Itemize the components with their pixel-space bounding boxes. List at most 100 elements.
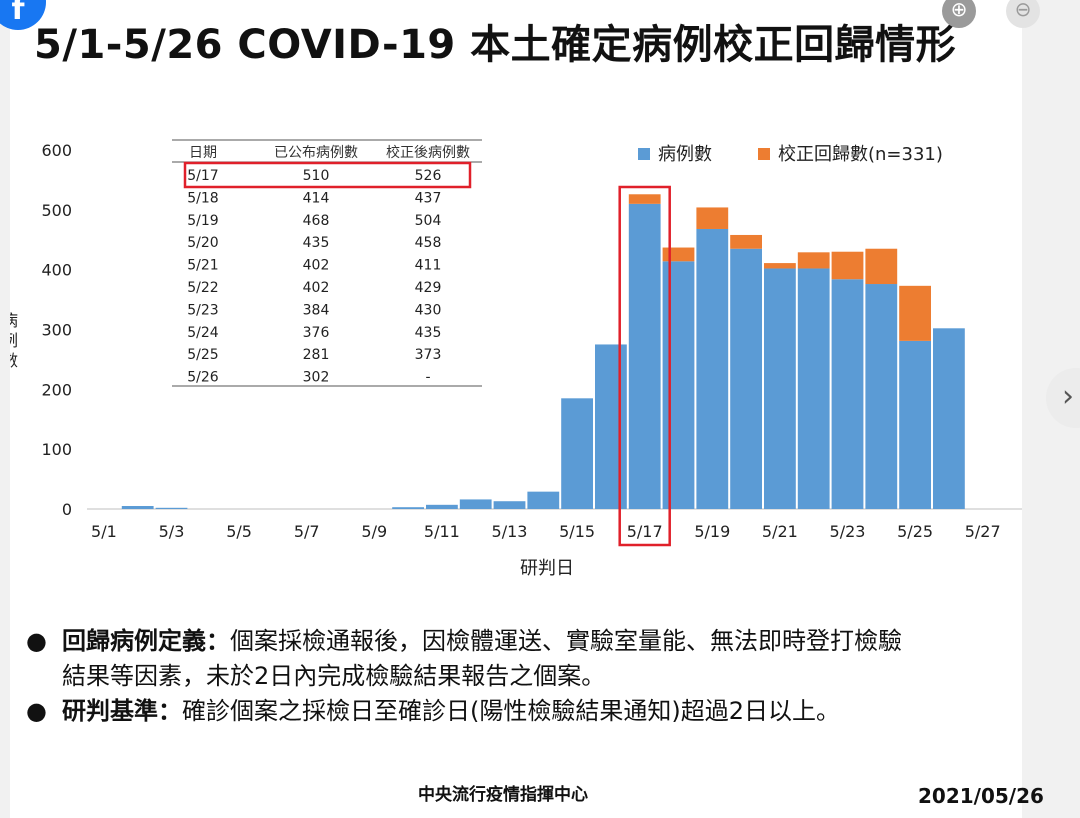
bar-backfill xyxy=(730,234,762,249)
table-cell: 281 xyxy=(303,347,330,363)
x-tick-label: 5/11 xyxy=(424,522,460,541)
page-title: 5/1-5/26 COVID-19 本土確定病例校正回歸情形 xyxy=(34,22,957,68)
y-tick-label: 100 xyxy=(41,440,72,459)
table-cell: 526 xyxy=(415,168,442,184)
bar-cases xyxy=(933,328,965,509)
table-cell: 5/22 xyxy=(187,280,218,296)
x-tick-label: 5/19 xyxy=(694,522,730,541)
table-cell: 5/17 xyxy=(187,168,218,184)
table-cell: 5/19 xyxy=(187,213,218,229)
bar-cases xyxy=(797,268,830,509)
legend-swatch xyxy=(758,148,770,160)
x-axis-label: 研判日 xyxy=(520,558,574,579)
x-tick-label: 5/9 xyxy=(361,522,387,541)
x-tick-label: 5/5 xyxy=(226,522,252,541)
table-cell: 5/18 xyxy=(187,190,218,206)
footer-date: 2021/05/26 xyxy=(918,784,1044,808)
bar-cases xyxy=(493,501,526,509)
bar-backfill xyxy=(797,252,830,269)
chevron-right-icon[interactable]: › xyxy=(1046,368,1080,428)
bar-cases xyxy=(426,504,458,509)
chart: 0 100 200 300 400 500 600 病例數 5/1 5/3 5/5 5/7 5/9 5/1… xyxy=(10,139,1022,579)
y-tick-label: 300 xyxy=(41,321,72,340)
y-tick-label: 500 xyxy=(41,201,72,220)
table-cell: 504 xyxy=(415,213,442,229)
y-tick-label: 0 xyxy=(62,500,72,519)
table-cell: 429 xyxy=(415,280,442,296)
bar-backfill xyxy=(899,285,931,341)
x-tick-label: 5/21 xyxy=(762,522,798,541)
bar-cases xyxy=(662,261,695,509)
bar-cases xyxy=(392,507,424,509)
bar-cases xyxy=(865,284,898,509)
bullet-text: 結果等因素，未於2日內完成檢驗結果報告之個案。 xyxy=(62,662,606,690)
table-cell: 435 xyxy=(415,325,442,341)
bullet-dot-icon: ● xyxy=(26,627,47,655)
table-highlight-box xyxy=(183,161,472,189)
x-tick-label: 5/13 xyxy=(492,522,528,541)
y-tick-label: 600 xyxy=(41,141,72,160)
bullet-item-criteria: ● 研判基準：確診個案之採檢日至確診日(陽性檢驗結果通知)超過2日以上。 xyxy=(22,694,1022,729)
bar-backfill xyxy=(628,194,661,204)
bar-cases xyxy=(595,344,627,509)
x-tick-label: 5/7 xyxy=(294,522,320,541)
x-tick-label: 5/25 xyxy=(897,522,933,541)
table-cell: 376 xyxy=(303,325,330,341)
bar-cases xyxy=(696,228,729,510)
bullet-text: 個案採檢通報後，因檢體運送、實驗室量能、無法即時登打檢驗 xyxy=(230,627,902,655)
highlight-box xyxy=(618,185,671,547)
table-header: 已公布病例數 xyxy=(274,145,358,161)
bar-backfill xyxy=(831,251,864,280)
bar-cases xyxy=(459,499,492,509)
table-cell: 373 xyxy=(415,347,442,363)
x-tick-label: 5/1 xyxy=(91,522,117,541)
x-tick-label: 5/27 xyxy=(965,522,1001,541)
bar-backfill xyxy=(696,207,729,229)
bullet-list: ● 回歸病例定義：個案採檢通報後，因檢體運送、實驗室量能、無法即時登打檢驗 結果… xyxy=(22,624,1022,729)
bullet-text: 確診個案之採檢日至確診日(陽性檢驗結果通知)超過2日以上。 xyxy=(182,697,840,725)
table-cell: 402 xyxy=(303,280,330,296)
y-tick-label: 200 xyxy=(41,380,72,399)
table-cell: 5/26 xyxy=(187,370,219,386)
table-cell: - xyxy=(425,370,430,386)
legend-label: 病例數 xyxy=(658,144,712,165)
bar-backfill xyxy=(764,263,796,269)
table-cell: 5/20 xyxy=(187,235,218,251)
zoom-out-icon[interactable]: ⊖ xyxy=(1006,0,1040,28)
bar-cases xyxy=(527,491,560,509)
bullet-term: 研判基準： xyxy=(62,697,182,725)
table-cell: 384 xyxy=(303,302,330,318)
y-tick-label: 400 xyxy=(41,261,72,280)
x-tick-label: 5/15 xyxy=(559,522,595,541)
bar-cases xyxy=(628,203,661,509)
table-cell: 402 xyxy=(303,258,330,274)
table-cell: 5/23 xyxy=(187,302,218,318)
bar-backfill xyxy=(865,248,898,285)
table-cell: 458 xyxy=(415,235,442,251)
y-axis-label: 病 xyxy=(10,311,18,330)
table-cell: 510 xyxy=(303,168,330,184)
bar-cases xyxy=(730,248,762,509)
bullet-item-definition: ● 回歸病例定義：個案採檢通報後，因檢體運送、實驗室量能、無法即時登打檢驗 結果… xyxy=(22,624,1022,694)
zoom-in-icon[interactable]: ⊕ xyxy=(942,0,976,28)
table-cell: 468 xyxy=(303,213,330,229)
table-cell: 5/24 xyxy=(187,325,219,341)
table-cell: 435 xyxy=(303,235,330,251)
x-tick-label: 5/3 xyxy=(159,522,185,541)
table-header: 校正後病例數 xyxy=(386,144,470,161)
table-cell: 411 xyxy=(415,258,442,274)
y-axis-label: 例 xyxy=(10,331,18,350)
bar-backfill xyxy=(662,247,695,262)
bullet-dot-icon: ● xyxy=(26,697,47,725)
bar-cases xyxy=(155,507,188,509)
footer-organization: 中央流行疫情指揮中心 xyxy=(418,785,588,805)
legend-label: 校正回歸數(n=331) xyxy=(778,144,943,165)
x-tick-label: 5/17 xyxy=(627,522,663,541)
table-cell: 414 xyxy=(303,190,330,206)
bar-cases xyxy=(121,506,154,509)
y-axis-label: 數 xyxy=(10,351,18,370)
table-cell: 5/21 xyxy=(187,258,218,274)
slide: 5/1-5/26 COVID-19 本土確定病例校正回歸情形 0 100 200 30… xyxy=(10,0,1044,818)
bar-cases xyxy=(764,268,796,509)
table-header: 日期 xyxy=(189,145,217,161)
